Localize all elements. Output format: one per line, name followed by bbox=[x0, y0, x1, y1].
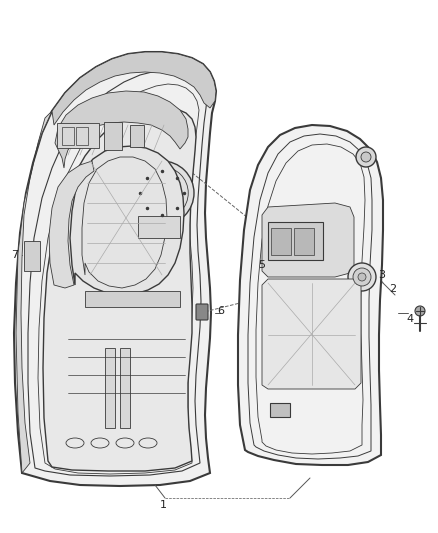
Bar bbox=[271, 228, 291, 255]
Text: 4: 4 bbox=[406, 314, 413, 324]
Polygon shape bbox=[52, 52, 216, 125]
Bar bbox=[105, 348, 115, 428]
Bar bbox=[130, 125, 144, 147]
Text: 7: 7 bbox=[11, 250, 18, 260]
Text: 6: 6 bbox=[218, 306, 225, 316]
Bar bbox=[270, 403, 290, 417]
Bar bbox=[57, 123, 99, 148]
Polygon shape bbox=[238, 125, 383, 465]
Circle shape bbox=[361, 152, 371, 162]
Circle shape bbox=[356, 147, 376, 167]
Polygon shape bbox=[262, 203, 354, 277]
Bar bbox=[24, 241, 40, 271]
Polygon shape bbox=[43, 107, 196, 471]
Polygon shape bbox=[14, 52, 216, 486]
Circle shape bbox=[348, 263, 376, 291]
Polygon shape bbox=[262, 279, 361, 389]
Bar bbox=[76, 127, 88, 145]
Text: 1: 1 bbox=[159, 500, 166, 510]
Polygon shape bbox=[55, 91, 188, 168]
Circle shape bbox=[415, 306, 425, 316]
Circle shape bbox=[358, 273, 366, 281]
Polygon shape bbox=[49, 161, 94, 288]
Bar bbox=[104, 122, 122, 150]
Bar bbox=[85, 291, 180, 307]
Circle shape bbox=[353, 268, 371, 286]
Circle shape bbox=[130, 161, 194, 225]
Bar bbox=[294, 228, 314, 255]
Bar bbox=[62, 127, 74, 145]
Text: 3: 3 bbox=[378, 270, 385, 280]
Text: 5: 5 bbox=[258, 260, 265, 270]
Bar bbox=[138, 216, 180, 238]
Circle shape bbox=[145, 175, 180, 211]
Bar bbox=[268, 222, 323, 260]
FancyBboxPatch shape bbox=[196, 304, 208, 320]
Text: 2: 2 bbox=[389, 284, 396, 294]
Bar bbox=[120, 348, 130, 428]
Polygon shape bbox=[16, 111, 52, 473]
Polygon shape bbox=[70, 146, 184, 295]
